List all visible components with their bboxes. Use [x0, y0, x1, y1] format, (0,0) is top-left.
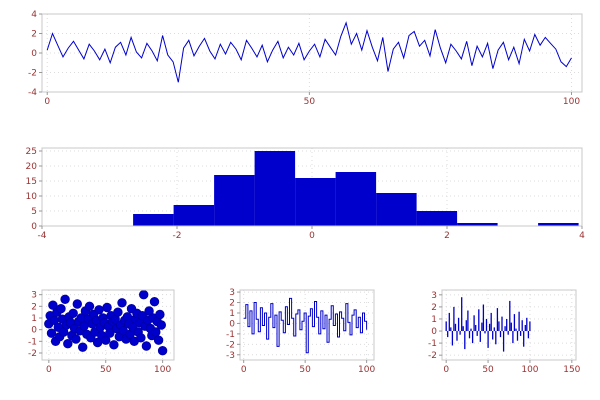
svg-text:3: 3 [31, 291, 37, 301]
svg-text:50: 50 [299, 365, 311, 375]
svg-text:100: 100 [521, 365, 538, 375]
histogram: -4 -2 0 2 4 0 5 10 15 20 25 [8, 142, 592, 242]
step-plot: 0 50 100 -3 -2 -1 0 1 2 3 [206, 284, 384, 376]
svg-text:2: 2 [31, 302, 37, 312]
svg-text:0: 0 [309, 231, 315, 241]
svg-text:0: 0 [31, 49, 37, 59]
svg-text:3: 3 [431, 291, 437, 301]
svg-text:-2: -2 [428, 351, 437, 361]
svg-text:1: 1 [229, 309, 235, 319]
svg-text:-3: -3 [226, 351, 235, 361]
svg-text:0: 0 [229, 319, 235, 329]
svg-text:0: 0 [443, 365, 449, 375]
svg-text:0: 0 [431, 327, 437, 337]
svg-text:2: 2 [431, 303, 437, 313]
svg-text:20: 20 [26, 162, 38, 172]
svg-text:0: 0 [44, 97, 50, 107]
svg-text:2: 2 [229, 299, 235, 309]
svg-text:10: 10 [26, 192, 38, 202]
svg-text:150: 150 [563, 365, 580, 375]
svg-text:-2: -2 [28, 349, 37, 359]
svg-text:3: 3 [229, 288, 235, 298]
svg-text:-2: -2 [226, 340, 235, 350]
svg-text:-1: -1 [428, 339, 437, 349]
scatter-plot: 0 50 100 -2 -1 0 1 2 3 [8, 284, 184, 376]
stem-plot: 0 50 100 150 -2 -1 0 1 2 3 [408, 284, 586, 376]
svg-text:5: 5 [31, 207, 37, 217]
svg-text:-4: -4 [28, 88, 37, 98]
svg-text:50: 50 [482, 365, 494, 375]
svg-text:0: 0 [46, 365, 52, 375]
svg-text:4: 4 [579, 231, 585, 241]
svg-text:100: 100 [154, 365, 171, 375]
svg-text:15: 15 [26, 177, 37, 187]
svg-text:-1: -1 [28, 337, 37, 347]
svg-text:1: 1 [31, 314, 37, 324]
svg-text:1: 1 [431, 315, 437, 325]
svg-text:0: 0 [31, 222, 37, 232]
svg-text:0: 0 [31, 326, 37, 336]
svg-text:100: 100 [563, 97, 580, 107]
svg-text:-2: -2 [173, 231, 182, 241]
svg-text:-2: -2 [28, 69, 37, 79]
svg-text:-1: -1 [226, 330, 235, 340]
svg-text:100: 100 [358, 365, 375, 375]
svg-text:50: 50 [100, 365, 112, 375]
svg-text:2: 2 [444, 231, 450, 241]
svg-text:4: 4 [31, 10, 37, 20]
svg-text:2: 2 [31, 30, 37, 40]
svg-text:25: 25 [26, 147, 37, 157]
svg-text:50: 50 [304, 97, 316, 107]
svg-text:-4: -4 [38, 231, 47, 241]
line-plot: 0 50 100 -4 -2 0 2 4 [8, 8, 592, 108]
svg-text:0: 0 [241, 365, 247, 375]
